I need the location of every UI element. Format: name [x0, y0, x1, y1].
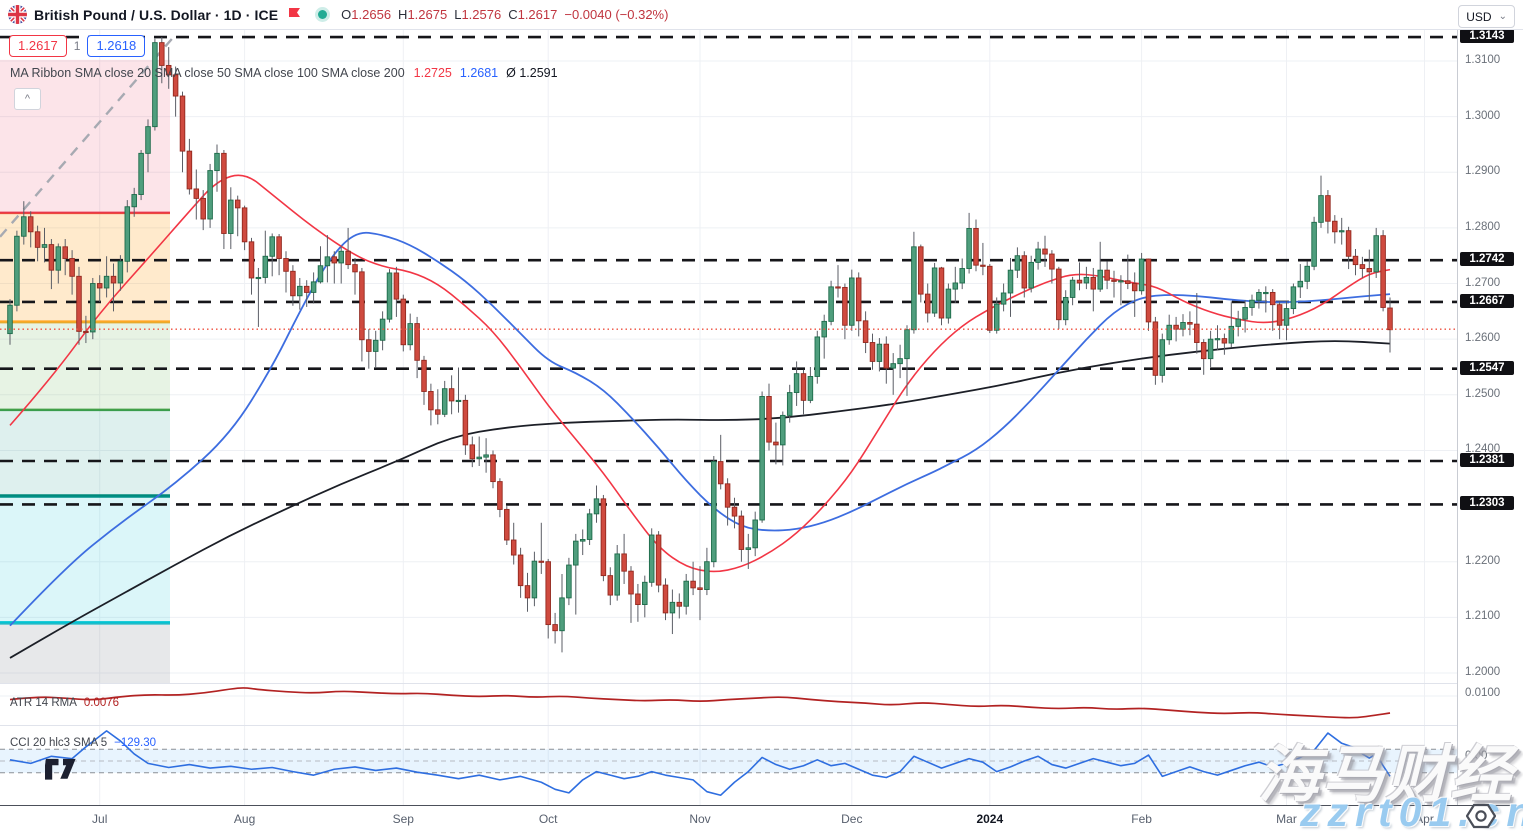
price-axis-label: 1.2200	[1465, 554, 1501, 567]
price-axis-label: 1.2400	[1465, 443, 1501, 456]
open-label: O	[341, 7, 352, 22]
ma-ribbon-label: MA Ribbon SMA close 20 SMA close 50 SMA …	[10, 66, 405, 80]
symbol-title[interactable]: British Pound / U.S. Dollar · 1D · ICE	[34, 6, 279, 23]
price-tag-blue[interactable]: 1.2618	[87, 35, 146, 57]
price-level-tag: 1.2547	[1460, 360, 1514, 375]
high-label: H	[398, 7, 408, 22]
price-level-tag: 1.2667	[1460, 293, 1514, 308]
price-axis-label: 1.2600	[1465, 332, 1501, 345]
cci-value: −129.30	[114, 737, 157, 749]
time-axis-label: Jul	[92, 812, 108, 826]
currency-label: USD	[1466, 9, 1492, 24]
time-axis-label: Nov	[689, 812, 711, 826]
price-axis-label: 1.2900	[1465, 165, 1501, 178]
price-axis[interactable]: 1.3100 1.3000 1.2900 1.2800 1.2700 1.2600 1.25…	[1457, 30, 1523, 805]
ma-ribbon-legend[interactable]: MA Ribbon SMA close 20 SMA close 50 SMA …	[10, 66, 558, 80]
price-axis-label: 1.2000	[1465, 665, 1501, 678]
gbp-flag-icon	[8, 5, 27, 24]
price-axis-label: 1.2100	[1465, 610, 1501, 623]
collapse-legend-button[interactable]: ^	[14, 88, 41, 110]
change-value: −0.0040 (−0.32%)	[564, 7, 669, 22]
time-axis-label: Dec	[841, 812, 863, 826]
time-axis-label: Mar	[1276, 812, 1297, 826]
high-value: 1.2675	[407, 7, 448, 22]
watermark-hexagon-icon	[1465, 803, 1497, 833]
price-axis-label: 1.2500	[1465, 387, 1501, 400]
atr-pane[interactable]	[0, 683, 1457, 726]
atr-value: 0.0076	[83, 697, 120, 709]
time-axis-label: Aug	[233, 812, 256, 826]
price-axis-label: 1.3000	[1465, 109, 1501, 122]
cci-pane[interactable]	[0, 725, 1457, 806]
main-price-pane[interactable]	[0, 30, 1457, 683]
low-value: 1.2576	[461, 7, 502, 22]
cci-legend[interactable]: CCI 20 hlc3 SMA 5 −129.30	[10, 737, 156, 749]
time-axis-label: 2024	[976, 812, 1004, 826]
open-value: 1.2656	[351, 7, 392, 22]
chevron-up-icon: ^	[24, 93, 31, 105]
currency-dropdown[interactable]: USD ⌄	[1458, 5, 1515, 28]
chevron-down-icon: ⌄	[1498, 11, 1507, 22]
ohlc-readout: O1.2656 H1.2675 L1.2576 C1.2617 −0.0040 …	[341, 7, 668, 22]
toolbar: British Pound / U.S. Dollar · 1D · ICE O…	[0, 0, 1523, 30]
time-axis-label: Oct	[538, 812, 558, 826]
atr-axis-label: 0.0100	[1465, 687, 1501, 699]
price-tag-counter: 1	[73, 39, 81, 53]
price-tag-row: 1.2617 1 1.2618	[9, 35, 146, 57]
price-axis-label: 1.2700	[1465, 276, 1501, 289]
tradingview-logo-icon[interactable]	[45, 758, 87, 788]
atr-label: ATR 14 RMA	[10, 697, 77, 709]
cci-axis-label: 0.00	[1465, 750, 1488, 762]
atr-legend[interactable]: ATR 14 RMA 0.0076	[10, 697, 119, 709]
bookmark-flag-icon[interactable]	[288, 6, 301, 24]
close-label: C	[508, 7, 518, 22]
close-value: 1.2617	[517, 7, 558, 22]
time-axis[interactable]: Jul Aug Sep Oct Nov Dec 2024 Feb Mar Apr	[0, 805, 1523, 833]
price-axis-label: 1.3100	[1465, 53, 1501, 66]
price-axis-label: 1.2800	[1465, 220, 1501, 233]
ma-value-blue: 1.2681	[459, 66, 499, 80]
price-level-tag: 1.2381	[1460, 453, 1514, 467]
market-status-icon[interactable]	[318, 10, 328, 19]
price-level-tag: 1.3143	[1460, 30, 1514, 44]
time-axis-label: Apr	[1415, 812, 1434, 826]
watermark-text-cn: 海马财经	[1258, 741, 1515, 810]
cci-label: CCI 20 hlc3 SMA 5	[10, 737, 108, 749]
time-axis-label: Feb	[1131, 812, 1152, 826]
low-label: L	[454, 7, 462, 22]
price-level-tag: 1.2742	[1460, 252, 1514, 267]
price-level-tag: 1.2303	[1460, 496, 1514, 511]
price-tag-red[interactable]: 1.2617	[9, 35, 67, 57]
ma-value-average: Ø 1.2591	[506, 66, 558, 80]
time-axis-label: Sep	[392, 812, 414, 826]
ma-value-red: 1.2725	[413, 66, 452, 80]
